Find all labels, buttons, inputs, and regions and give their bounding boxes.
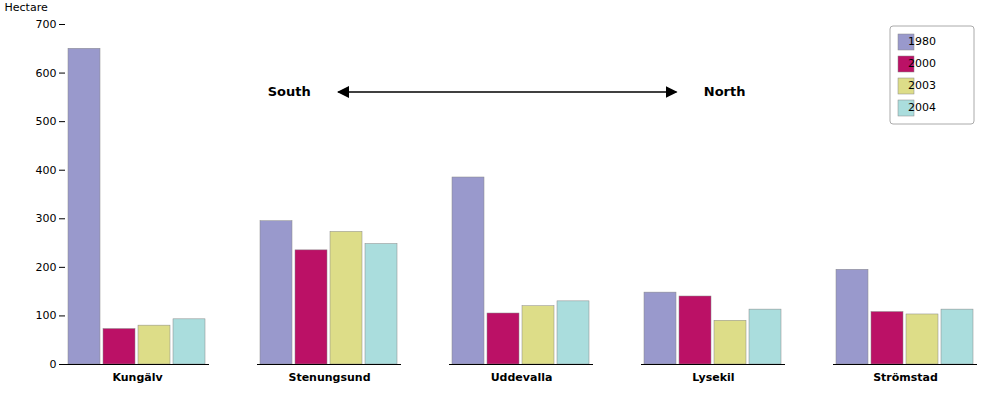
svg-text:Stenungsund: Stenungsund [288,371,370,384]
svg-text:Strömstad: Strömstad [873,371,938,384]
svg-text:Uddevalla: Uddevalla [491,371,553,384]
svg-text:North: North [704,84,746,99]
svg-text:Lysekil: Lysekil [692,371,734,384]
svg-text:200: 200 [36,261,57,274]
svg-text:2003: 2003 [908,79,936,92]
svg-text:0: 0 [50,358,57,371]
svg-text:2004: 2004 [908,101,936,114]
svg-text:600: 600 [36,67,57,80]
svg-text:1980: 1980 [908,35,936,48]
svg-text:400: 400 [36,164,57,177]
svg-text:100: 100 [36,309,57,322]
svg-text:500: 500 [36,115,57,128]
svg-text:South: South [268,84,311,99]
svg-text:2000: 2000 [908,57,936,70]
svg-text:Hectare: Hectare [5,1,48,14]
svg-text:300: 300 [36,212,57,225]
svg-text:Kungälv: Kungälv [112,371,163,384]
svg-text:700: 700 [36,18,57,31]
